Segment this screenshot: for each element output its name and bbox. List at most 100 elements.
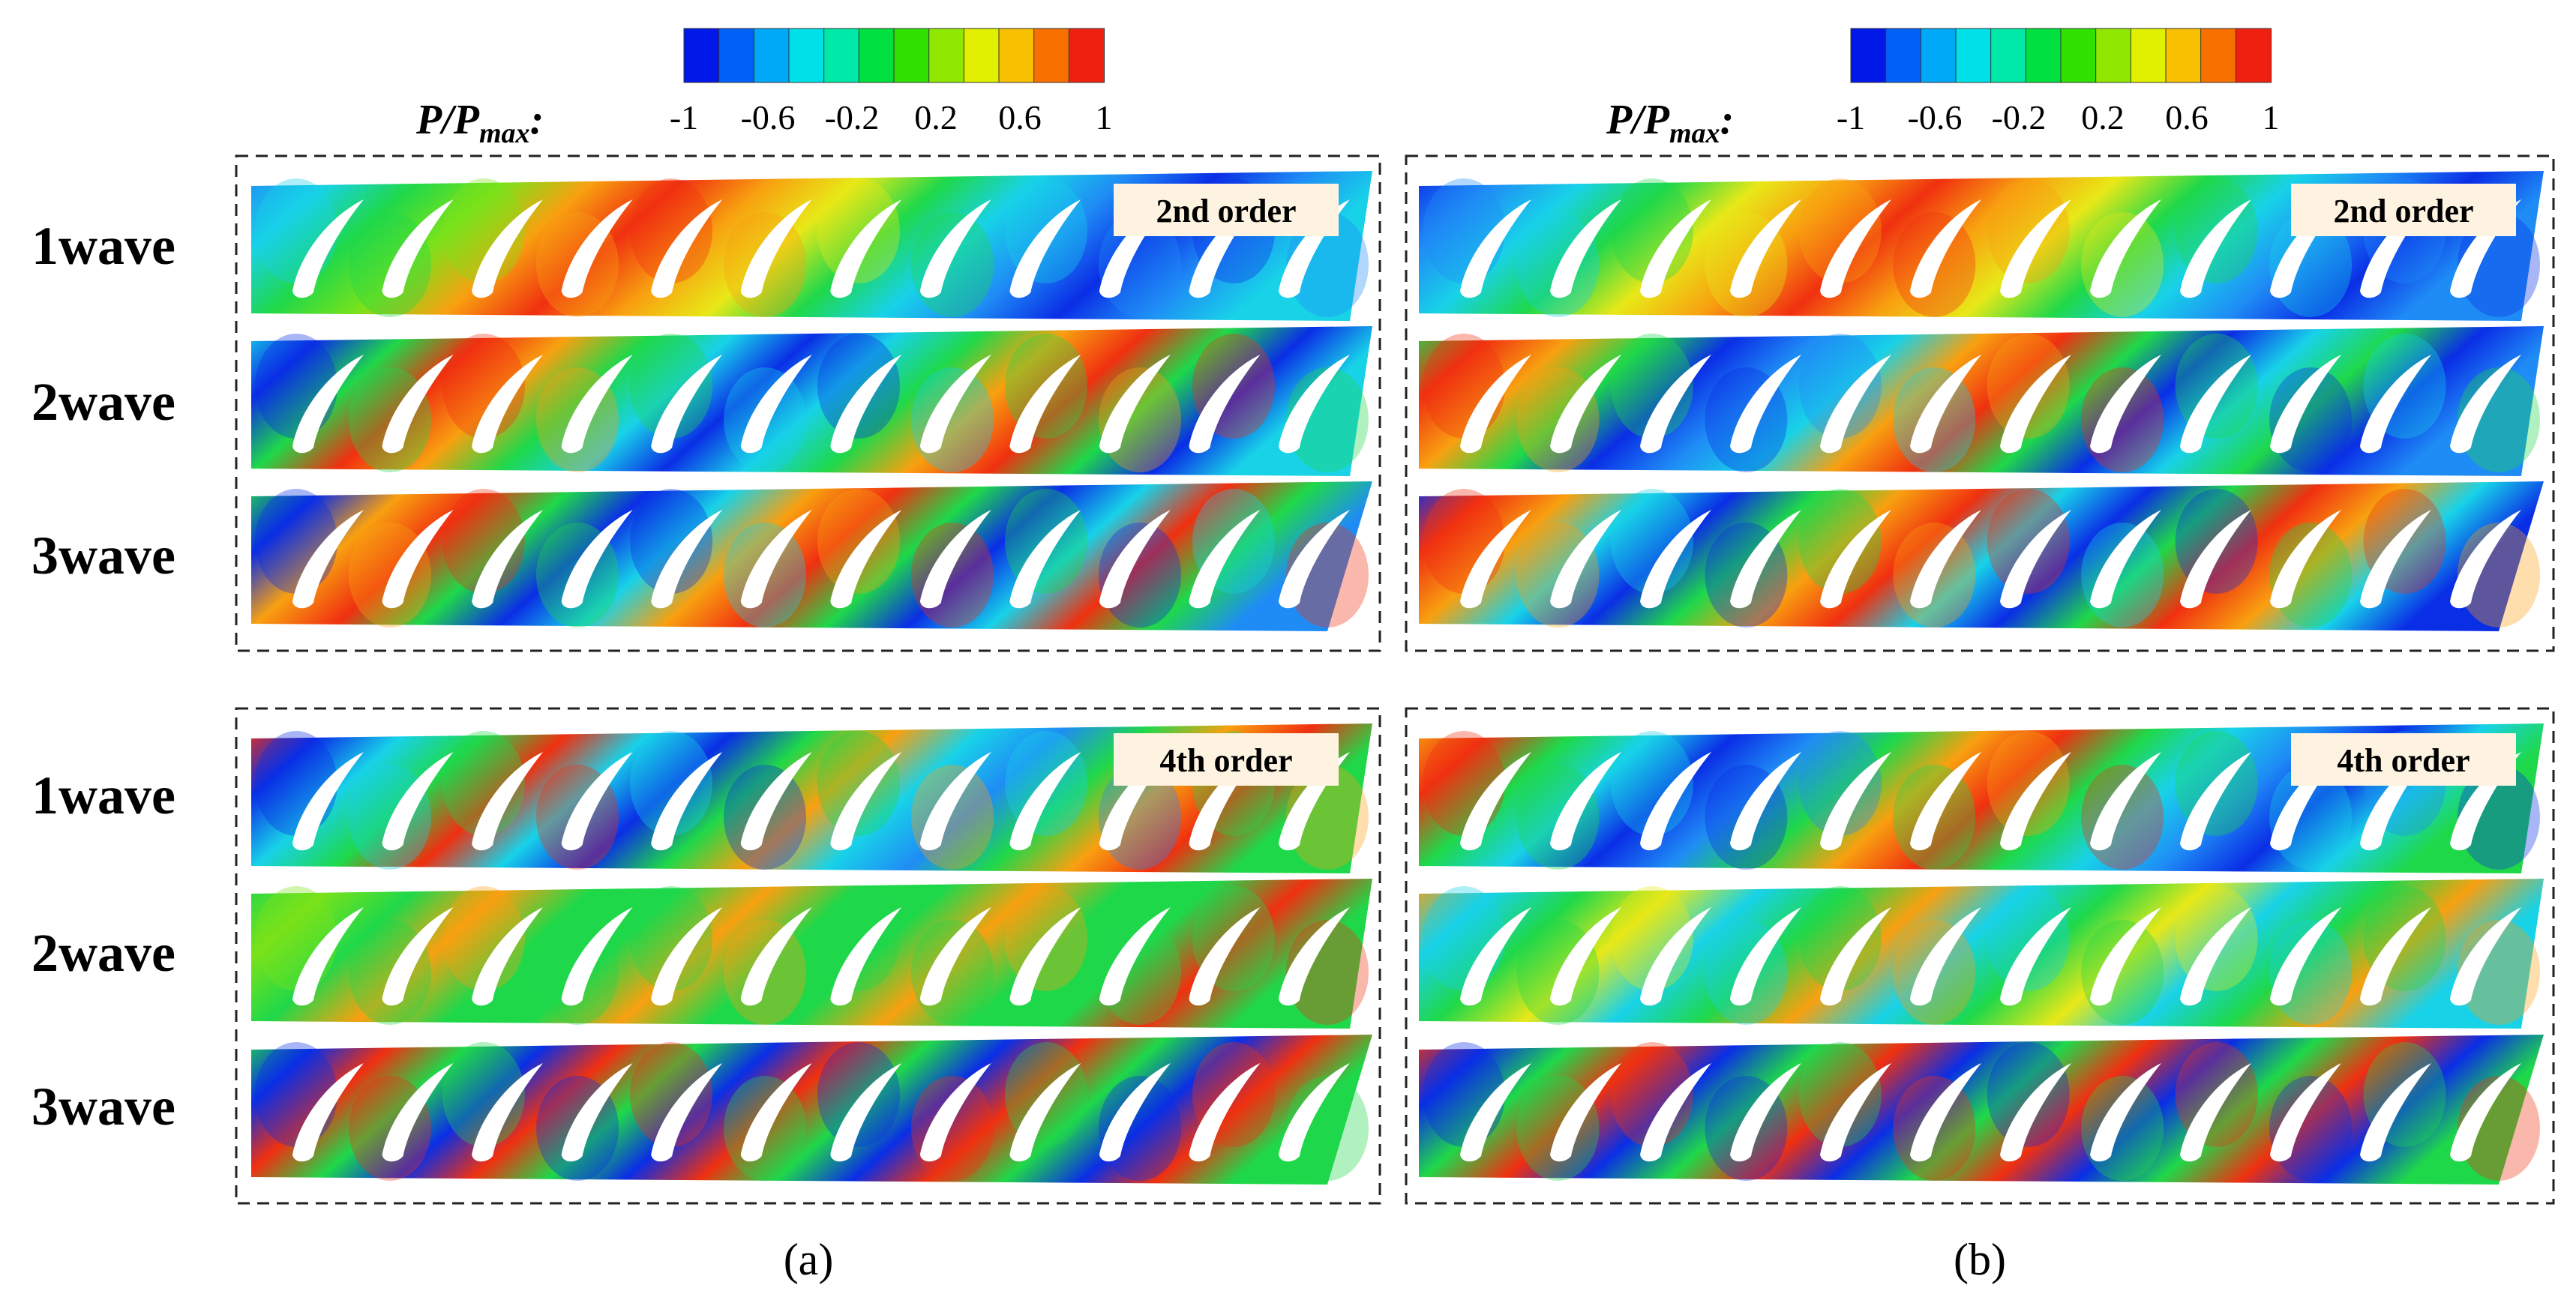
blade-shape xyxy=(382,355,454,454)
blade-shape xyxy=(1550,355,1621,454)
contour-blob xyxy=(911,1076,994,1181)
colorbar-b-swatch xyxy=(2025,28,2062,83)
blade-shape xyxy=(561,907,633,1006)
blade-shape xyxy=(1009,510,1081,609)
colorbar-a-swatch xyxy=(823,28,860,83)
blade-shape xyxy=(2450,1063,2521,1162)
blade-shape xyxy=(2180,1063,2251,1162)
blade-shape xyxy=(2090,355,2161,454)
colorbar-b-tick-label: -0.2 xyxy=(1992,98,2047,136)
blade-shape xyxy=(2450,510,2521,609)
colorbar-b-swatches xyxy=(1850,28,2272,83)
blade-shape xyxy=(2450,907,2521,1006)
blade-shape xyxy=(1460,199,1531,298)
blade-shape xyxy=(919,1063,991,1162)
blade-shape xyxy=(2360,199,2431,298)
colorbar-b-tick-label: 0.2 xyxy=(2081,98,2125,136)
contour-blob xyxy=(911,367,994,472)
blade-shape xyxy=(382,752,454,851)
blade-shape xyxy=(472,907,544,1006)
blade-shape xyxy=(740,355,812,454)
blade-shape xyxy=(1730,1063,1801,1162)
colorbar-a-tick-label: -0.6 xyxy=(741,98,796,136)
blade-shape xyxy=(1640,752,1711,851)
blade-shape xyxy=(740,752,812,851)
panel-b-caption: (b) xyxy=(1954,1235,2006,1284)
colorbar-b-swatch xyxy=(1990,28,2027,83)
blade-shape xyxy=(1910,199,1981,298)
contour-blob xyxy=(2081,367,2164,472)
blade-shape xyxy=(1910,907,1981,1006)
blade-shape xyxy=(2450,355,2521,454)
colorbar-a-swatches xyxy=(683,28,1105,83)
contour-blob xyxy=(2081,523,2164,628)
contour-blob xyxy=(1987,731,2070,836)
blade-shape xyxy=(292,355,364,454)
contour-blob xyxy=(2081,765,2164,870)
blade-shape xyxy=(2180,199,2251,298)
blade-shape xyxy=(919,510,991,609)
contour-blob xyxy=(1987,178,2070,283)
blade-shape xyxy=(1099,752,1171,851)
blade-shape xyxy=(561,1063,633,1162)
blade-shape xyxy=(1730,752,1801,851)
blade-shape xyxy=(472,752,544,851)
blade-shape xyxy=(1099,199,1171,298)
order-label-a-bottom: 4th order xyxy=(1114,733,1339,786)
blade-shape xyxy=(1550,199,1621,298)
row-label-3wave-bottom: 3wave xyxy=(31,1077,175,1137)
colorbar-b-tick-label: -0.6 xyxy=(1908,98,1963,136)
blade-shape xyxy=(1550,752,1621,851)
colorbar-a-swatch xyxy=(683,28,720,83)
colorbar-b-tick-label: 0.6 xyxy=(2165,98,2209,136)
blade-shape xyxy=(292,510,364,609)
blade-shape xyxy=(1730,907,1801,1006)
blade-shape xyxy=(1189,355,1261,454)
blade-shape xyxy=(1640,510,1711,609)
blade-shape xyxy=(919,752,991,851)
svg-text:4th order: 4th order xyxy=(1159,742,1292,779)
blade-shape xyxy=(1279,199,1350,298)
blade-shape xyxy=(1910,1063,1981,1162)
colorbar-b-title: P/Pmax: xyxy=(1606,97,1734,149)
blade-shape xyxy=(472,510,544,609)
contour-blob xyxy=(2081,1076,2164,1181)
contour-blob xyxy=(1987,886,2070,991)
contour-blob xyxy=(1987,334,2070,439)
blade-shape xyxy=(561,199,633,298)
blade-shape xyxy=(2270,355,2341,454)
colorbar-b-swatch xyxy=(2060,28,2097,83)
svg-text:4th order: 4th order xyxy=(2337,742,2470,779)
blade-shape xyxy=(2090,752,2161,851)
blade-shape xyxy=(830,355,902,454)
blade-shape xyxy=(830,907,902,1006)
blade-shape xyxy=(740,199,812,298)
contour-blob xyxy=(630,731,712,836)
blade-shape xyxy=(2000,1063,2071,1162)
blade-shape xyxy=(1460,907,1531,1006)
colorbar-a-swatch xyxy=(963,28,1000,83)
blade-shape xyxy=(2270,907,2341,1006)
colorbar-b: P/Pmax: -1 -0.6 -0.2 0.2 0.6 1 xyxy=(1606,28,2280,149)
blade-shape xyxy=(1189,510,1261,609)
contour-blob xyxy=(817,334,900,439)
contour-blob xyxy=(817,731,900,836)
colorbar-a-tick-label: -1 xyxy=(670,98,698,136)
blade-shape xyxy=(1820,907,1891,1006)
blade-shape xyxy=(382,907,454,1006)
contour-blob xyxy=(817,1042,900,1147)
blade-shape xyxy=(830,199,902,298)
colorbar-b-swatch xyxy=(2165,28,2202,83)
colorbar-a-tick-label: 0.6 xyxy=(998,98,1042,136)
contour-blob xyxy=(911,212,994,317)
colorbar-a-swatch xyxy=(788,28,825,83)
colorbar-b-swatch xyxy=(1955,28,1992,83)
contour-blob xyxy=(630,489,712,594)
blade-shape xyxy=(2360,355,2431,454)
colorbar-a-swatch xyxy=(1068,28,1105,83)
blade-shape xyxy=(1640,1063,1711,1162)
blade-shape xyxy=(1820,199,1891,298)
contour-blob xyxy=(911,523,994,628)
colorbar-a-swatch xyxy=(998,28,1035,83)
